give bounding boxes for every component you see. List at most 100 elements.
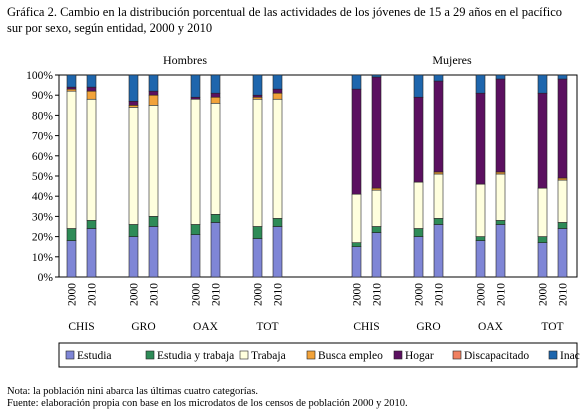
bar-segment-inactivo	[413, 74, 424, 98]
x-year-label: 2000	[253, 283, 265, 306]
bar-segment-trabaja	[190, 98, 201, 225]
bar-segment-trabaja	[252, 98, 263, 227]
x-entity-label: GRO	[131, 321, 155, 333]
bar-segment-hogar	[371, 76, 382, 189]
bar-segment-inactivo	[86, 74, 97, 88]
bar-segment-estudia-y-trabaja	[190, 224, 201, 235]
bar-segment-estudia-y-trabaja	[413, 228, 424, 237]
legend-item-estudia-y-trabaja: Estudia y trabaja	[145, 350, 234, 362]
legend-item-trabaja: Trabaja	[239, 350, 286, 362]
legend-swatch	[452, 350, 462, 360]
bar-segment-trabaja	[210, 102, 221, 215]
x-year-label: 2010	[149, 283, 161, 306]
legend-label: Trabaja	[251, 350, 286, 362]
bar-hombres-tot-2010	[272, 74, 283, 278]
x-year-label: 2000	[538, 283, 550, 306]
bar-segment-inactivo	[433, 74, 444, 82]
x-year-label: 2010	[87, 283, 99, 306]
bar-segment-estudia	[557, 228, 568, 278]
bar-segment-estudia	[433, 224, 444, 278]
legend-swatch	[239, 350, 249, 360]
bar-segment-inactivo	[371, 74, 382, 78]
bar-segment-trabaja	[66, 90, 77, 229]
bar-segment-inactivo	[495, 74, 506, 80]
bar-mujeres-oax-2000	[475, 74, 486, 278]
bar-segment-trabaja	[86, 98, 97, 221]
y-tick-label: 100%	[26, 70, 53, 82]
bar-segment-estudia-y-trabaja	[272, 218, 283, 227]
x-year-label: 2000	[476, 283, 488, 306]
panel-title-hombres: Hombres	[163, 53, 207, 67]
bar-segment-estudia-y-trabaja	[371, 226, 382, 233]
panel-title-mujeres: Mujeres	[432, 53, 472, 67]
bar-segment-trabaja	[128, 107, 139, 225]
note-text: Nota: la población nini abarca las últim…	[7, 386, 259, 397]
bar-segment-estudia	[475, 240, 486, 278]
bar-segment-estudia-y-trabaja	[148, 216, 159, 227]
legend-label: Estudia	[77, 350, 112, 362]
bar-segment-inactivo	[557, 74, 568, 80]
bars-layer	[66, 74, 568, 278]
x-entity-label: CHIS	[353, 321, 379, 333]
bar-segment-busca-empleo	[210, 96, 221, 104]
legend-item-hogar: Hogar	[393, 350, 434, 362]
legend-label: Estudia y trabaja	[157, 350, 234, 362]
bar-mujeres-chis-2010	[371, 74, 382, 278]
bar-segment-busca-empleo	[495, 171, 506, 175]
legend-label: Discapacitado	[464, 350, 529, 362]
bar-segment-estudia-y-trabaja	[537, 236, 548, 243]
bar-hombres-oax-2010	[210, 74, 221, 278]
legend-label: Hogar	[405, 350, 434, 362]
bar-segment-estudia	[371, 232, 382, 278]
bar-segment-hogar	[210, 92, 221, 98]
bar-segment-inactivo	[272, 74, 283, 90]
bar-segment-hogar	[66, 86, 77, 90]
bar-segment-inactivo	[190, 74, 201, 98]
bar-segment-trabaja	[413, 181, 424, 229]
bar-segment-inactivo	[537, 74, 548, 94]
bar-segment-hogar	[413, 96, 424, 183]
bar-hombres-tot-2000	[252, 74, 263, 278]
bar-segment-estudia	[148, 226, 159, 278]
legend-swatch	[548, 350, 558, 360]
bar-segment-estudia	[495, 224, 506, 278]
bar-mujeres-gro-2000	[413, 74, 424, 278]
bar-segment-trabaja	[495, 173, 506, 221]
y-tick-label: 30%	[32, 211, 54, 223]
bar-segment-estudia	[210, 222, 221, 278]
x-axis-labels: 2000 2010 2000 2010 2000 2010 2000 2010 2000 2010…	[67, 283, 570, 333]
bar-segment-estudia-y-trabaja	[252, 226, 263, 239]
y-tick-label: 40%	[32, 191, 54, 203]
x-year-label: 2010	[273, 283, 285, 306]
x-year-label: 2000	[191, 283, 203, 306]
bar-segment-estudia	[86, 228, 97, 278]
bar-segment-trabaja	[371, 189, 382, 227]
bar-segment-busca-empleo	[66, 88, 77, 92]
bar-segment-trabaja	[351, 193, 362, 243]
bar-segment-busca-empleo	[252, 96, 263, 100]
bar-segment-hogar	[433, 80, 444, 173]
bar-segment-hogar	[252, 94, 263, 98]
y-axis: 0% 10% 20% 30% 40% 50% 60% 70% 80% 90% 100%	[26, 70, 59, 284]
y-tick-label: 50%	[32, 171, 54, 183]
bar-hombres-chis-2000	[66, 74, 77, 278]
bar-segment-inactivo	[128, 74, 139, 102]
bar-segment-hogar	[272, 88, 283, 94]
legend-swatch	[145, 350, 155, 360]
y-tick-label: 60%	[32, 151, 54, 163]
x-entity-label: OAX	[193, 321, 219, 333]
bar-segment-inactivo	[66, 74, 77, 88]
bar-segment-busca-empleo	[128, 105, 139, 108]
bar-hombres-chis-2010	[86, 74, 97, 278]
bar-mujeres-chis-2000	[351, 74, 362, 278]
bar-hombres-oax-2000	[190, 74, 201, 278]
bar-segment-trabaja	[148, 105, 159, 217]
legend-swatch	[393, 350, 403, 360]
bar-segment-hogar	[557, 78, 568, 179]
bar-mujeres-gro-2010	[433, 74, 444, 278]
y-tick-label: 10%	[32, 252, 54, 264]
x-year-label: 2010	[558, 283, 570, 306]
bar-hombres-gro-2010	[148, 74, 159, 278]
y-tick-label: 70%	[32, 131, 54, 143]
bar-mujeres-tot-2000	[537, 74, 548, 278]
